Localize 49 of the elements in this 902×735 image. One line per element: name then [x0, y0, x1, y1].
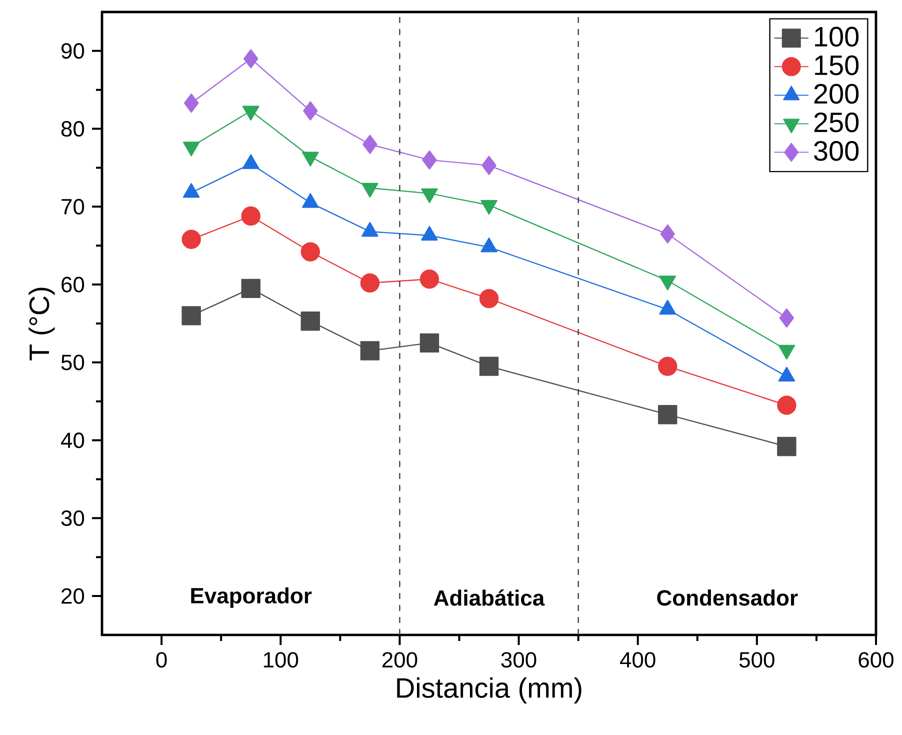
x-tick-label: 100	[264, 652, 298, 668]
point	[182, 230, 201, 249]
point	[658, 405, 678, 424]
point	[422, 150, 437, 170]
annotation: Evaporador	[191, 587, 312, 608]
point	[482, 156, 496, 176]
point	[420, 333, 440, 353]
y-tick-label: 80	[61, 121, 84, 137]
x-tick-label: 200	[382, 652, 418, 668]
y-tick-label: 60	[62, 276, 84, 292]
x-tick-label: 0	[156, 652, 167, 668]
point	[360, 273, 380, 293]
x-tick-label: 400	[620, 652, 656, 668]
x-tick-label: 500	[739, 652, 774, 668]
y-tick-label: 90	[62, 43, 84, 59]
point	[300, 312, 320, 331]
point	[479, 288, 499, 308]
y-tick-label: 40	[60, 432, 84, 448]
y-tick-label: 20	[62, 588, 84, 604]
point	[658, 356, 678, 376]
legend-label: 200	[814, 84, 859, 104]
annotation: Adiabática	[434, 589, 545, 606]
x-tick-label: 600	[858, 652, 894, 668]
point	[777, 436, 796, 456]
point	[184, 94, 199, 113]
point	[182, 306, 201, 326]
y-tick-label: 30	[61, 510, 84, 526]
annotation: Condensador	[657, 590, 798, 606]
point	[244, 49, 258, 68]
point	[303, 101, 318, 120]
legend-label: 300	[814, 141, 859, 161]
point	[479, 356, 499, 376]
legend-label: 100	[815, 26, 859, 47]
point	[660, 224, 675, 244]
legend-label: 250	[814, 112, 859, 132]
point	[362, 134, 378, 154]
x-tick-label: 300	[501, 652, 536, 668]
point	[241, 278, 260, 298]
point	[777, 396, 796, 415]
legend-label: 150	[815, 55, 859, 76]
x-axis-title: Distancia (mm)	[397, 677, 582, 704]
y-axis-title: T (°C)	[28, 288, 55, 360]
y-tick-label: 50	[61, 354, 84, 370]
point	[300, 242, 320, 262]
point	[420, 270, 440, 289]
point	[779, 308, 794, 328]
y-tick-label: 70	[62, 198, 84, 214]
point	[241, 206, 260, 226]
point	[360, 341, 380, 360]
